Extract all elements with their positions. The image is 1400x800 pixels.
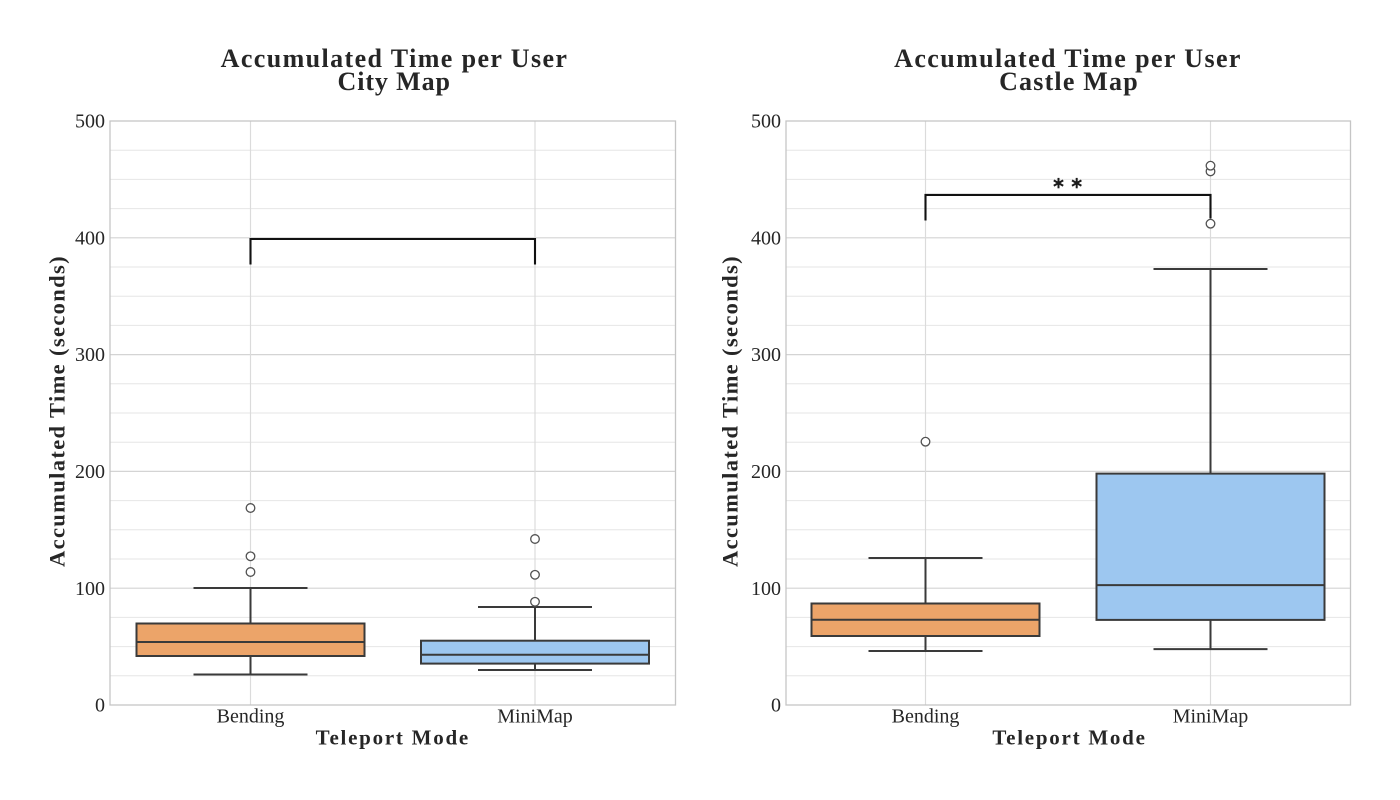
svg-text:Accumulated Time per User: Accumulated Time per User xyxy=(894,44,1242,73)
svg-text:200: 200 xyxy=(751,461,781,483)
svg-text:400: 400 xyxy=(751,227,781,249)
svg-text:500: 500 xyxy=(75,111,105,133)
svg-text:Accumulated Time (seconds): Accumulated Time (seconds) xyxy=(45,255,70,567)
svg-text:Teleport Mode: Teleport Mode xyxy=(992,726,1146,750)
svg-text:300: 300 xyxy=(75,344,105,366)
svg-text:100: 100 xyxy=(751,578,781,600)
svg-text:MiniMap: MiniMap xyxy=(497,706,573,728)
svg-text:0: 0 xyxy=(95,695,105,717)
svg-text:200: 200 xyxy=(75,461,105,483)
svg-text:MiniMap: MiniMap xyxy=(1173,706,1249,728)
svg-text:Accumulated Time (seconds): Accumulated Time (seconds) xyxy=(718,255,743,567)
svg-text:Bending: Bending xyxy=(892,706,960,728)
svg-text:Castle Map: Castle Map xyxy=(999,67,1139,96)
svg-text:100: 100 xyxy=(75,578,105,600)
svg-text:500: 500 xyxy=(751,111,781,133)
svg-text:Accumulated Time per User: Accumulated Time per User xyxy=(221,44,569,73)
svg-text:City Map: City Map xyxy=(338,67,451,96)
svg-text:Bending: Bending xyxy=(217,706,285,728)
svg-text:300: 300 xyxy=(751,344,781,366)
svg-text:Teleport Mode: Teleport Mode xyxy=(316,726,470,750)
svg-text:0: 0 xyxy=(771,695,781,717)
svg-text:400: 400 xyxy=(75,227,105,249)
